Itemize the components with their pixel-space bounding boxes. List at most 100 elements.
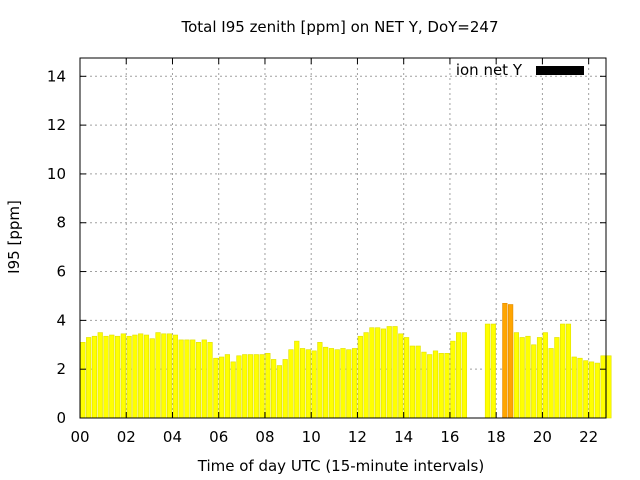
bar [554,337,560,419]
bar [409,345,415,419]
bar [415,345,421,419]
y-axis-label: I95 [ppm] [5,200,23,274]
bar [484,323,491,419]
bar [508,304,514,419]
x-tick-label: 14 [394,428,413,446]
bar [461,332,467,419]
bar [282,359,288,419]
bar [86,337,92,419]
x-tick-label: 22 [579,428,598,446]
plot-frame [79,57,607,419]
bar [120,333,126,419]
bar [253,354,259,419]
bar [531,344,537,419]
x-tick-label: 04 [163,428,182,446]
bar [190,339,196,419]
bars [80,302,612,419]
legend: ion net Y [456,61,584,79]
bar [311,350,317,419]
bar [565,323,572,419]
x-tick-label: 16 [440,428,459,446]
bar [201,339,207,419]
x-tick-label: 12 [348,428,367,446]
bar [155,332,161,419]
bar [236,355,242,419]
bar [560,323,566,419]
bar [207,342,213,419]
bar [288,349,294,419]
bar [161,333,167,419]
x-tick-label: 02 [117,428,136,446]
bar [490,323,496,419]
x-tick-label: 18 [487,428,506,446]
bar [351,348,358,419]
x-tick-label: 10 [302,428,321,446]
bar [294,340,300,419]
bar [380,328,387,419]
legend-label: ion net Y [456,61,523,79]
bar [143,334,150,419]
y-tick-label: 2 [56,360,66,378]
bar [600,355,606,419]
bar [513,332,519,419]
bar [548,348,554,419]
bar [334,349,340,419]
bar [259,354,265,419]
x-tick-label: 06 [209,428,228,446]
bar [392,326,398,419]
bar [178,339,184,419]
bar [317,342,323,419]
bar [525,335,531,419]
bar [398,333,404,419]
bar [594,362,600,419]
bar [224,354,230,419]
bar [502,302,508,419]
bar [536,337,543,419]
x-axis-label: Time of day UTC (15-minute intervals) [197,457,484,475]
bar [219,356,225,419]
bar [167,333,173,419]
bar [438,353,444,419]
bar [172,334,178,419]
y-tick-label: 6 [56,263,66,281]
y-tick-label: 14 [47,67,66,85]
bar [305,349,311,419]
bar [138,333,144,419]
x-tick-label: 20 [533,428,552,446]
bar [340,348,346,419]
bar [299,348,306,419]
bar [432,350,439,419]
bar [583,360,589,419]
bar [427,354,433,419]
x-tick-label: 00 [70,428,89,446]
bar [346,349,352,419]
bar [444,353,450,419]
y-tick-label: 8 [56,214,66,232]
bar [271,359,277,419]
bar [542,332,548,419]
bar [450,340,456,419]
bar [149,338,155,419]
y-tick-label: 12 [47,116,66,134]
bar [103,335,109,419]
bar [519,337,525,419]
bar [213,357,219,419]
bar [357,335,363,419]
chart-title: Total I95 zenith [ppm] on NET Y, DoY=247 [180,18,498,36]
y-tick-label: 10 [47,165,66,183]
y-tick-label: 4 [56,311,66,329]
x-tick-label: 08 [255,428,274,446]
bar [577,357,583,419]
bar [97,332,103,419]
bar [276,365,283,419]
bar [403,337,410,419]
bar [421,351,427,419]
bar [265,353,271,419]
bar [230,361,236,419]
grid [79,58,606,419]
bar [184,339,190,419]
legend-swatch [536,66,584,75]
bar [375,327,381,419]
